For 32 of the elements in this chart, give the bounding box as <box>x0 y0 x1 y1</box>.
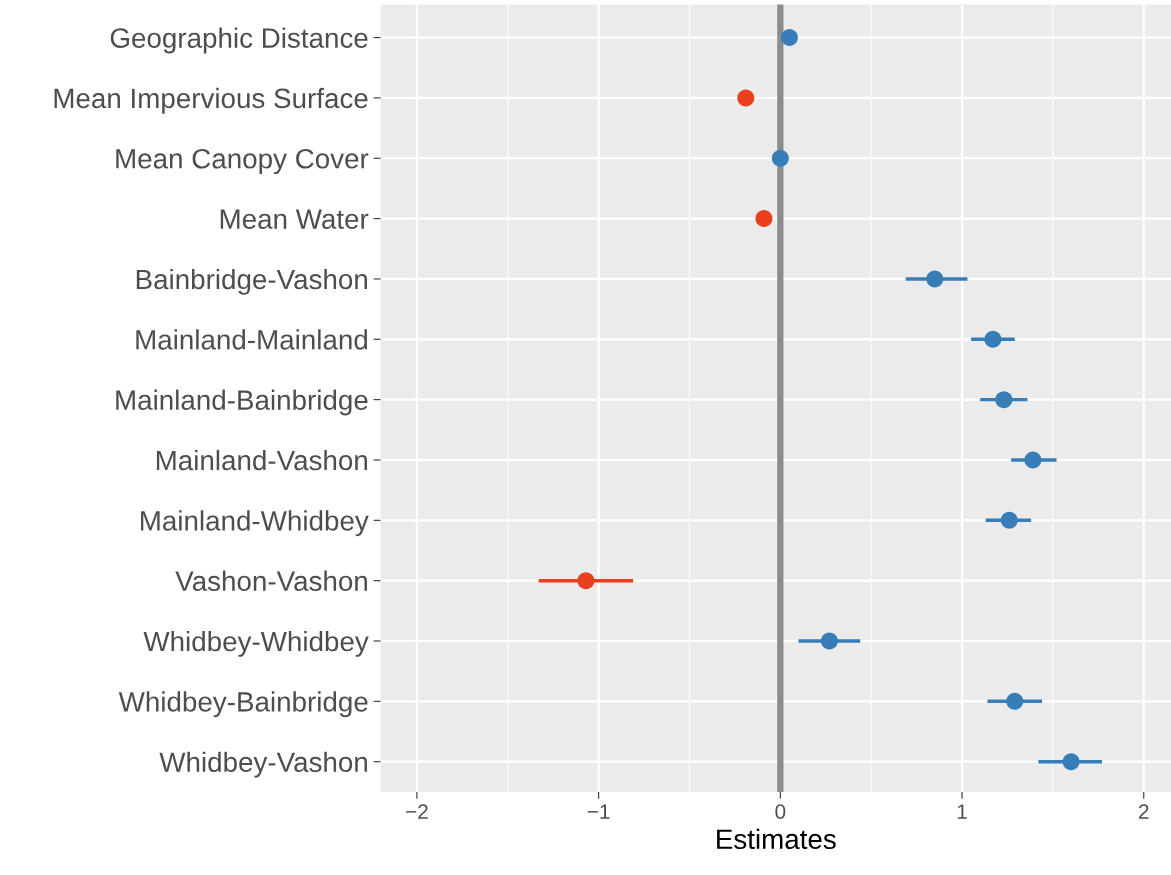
point <box>1000 511 1018 529</box>
point <box>1006 692 1024 710</box>
point <box>771 149 789 167</box>
x-tick-label: 0 <box>775 804 786 819</box>
y-tick-label: Mainland-Vashon <box>156 449 367 471</box>
point <box>820 632 838 650</box>
y-tick-label: Whidbey-Whidbey <box>143 630 369 657</box>
y-tick-label: Mean Water <box>220 209 369 229</box>
x-tick-label: 1 <box>957 804 967 819</box>
point <box>1062 753 1080 771</box>
x-axis-title: Estimates <box>717 828 836 850</box>
x-tick-label: −2 <box>406 804 428 819</box>
y-tick-label: Bainbridge-Vashon <box>136 268 367 295</box>
y-tick-label: Mean Canopy Cover <box>116 148 369 175</box>
y-tick-label: Geographic Distance <box>110 27 368 54</box>
y-tick-label: Mainland-Bainbridge <box>116 389 368 416</box>
point <box>926 270 944 288</box>
y-tick-label: Mainland-Mainland <box>136 329 367 350</box>
x-tick-label: −1 <box>587 804 610 819</box>
y-tick-label: Mean Impervious Surface <box>54 87 368 114</box>
x-tick-label: 2 <box>1139 804 1149 819</box>
y-tick-label: Whidbey-Bainbridge <box>118 691 368 718</box>
y-tick-label: Vashon-Vashon <box>175 570 367 592</box>
point <box>1024 451 1042 469</box>
point <box>577 572 595 590</box>
point <box>995 391 1013 409</box>
point <box>780 29 798 47</box>
y-tick-label: Whidbey-Vashon <box>159 751 367 778</box>
point <box>737 89 755 107</box>
y-tick-label: Mainland-Whidbey <box>141 510 369 537</box>
point <box>984 330 1002 348</box>
point <box>755 210 773 228</box>
